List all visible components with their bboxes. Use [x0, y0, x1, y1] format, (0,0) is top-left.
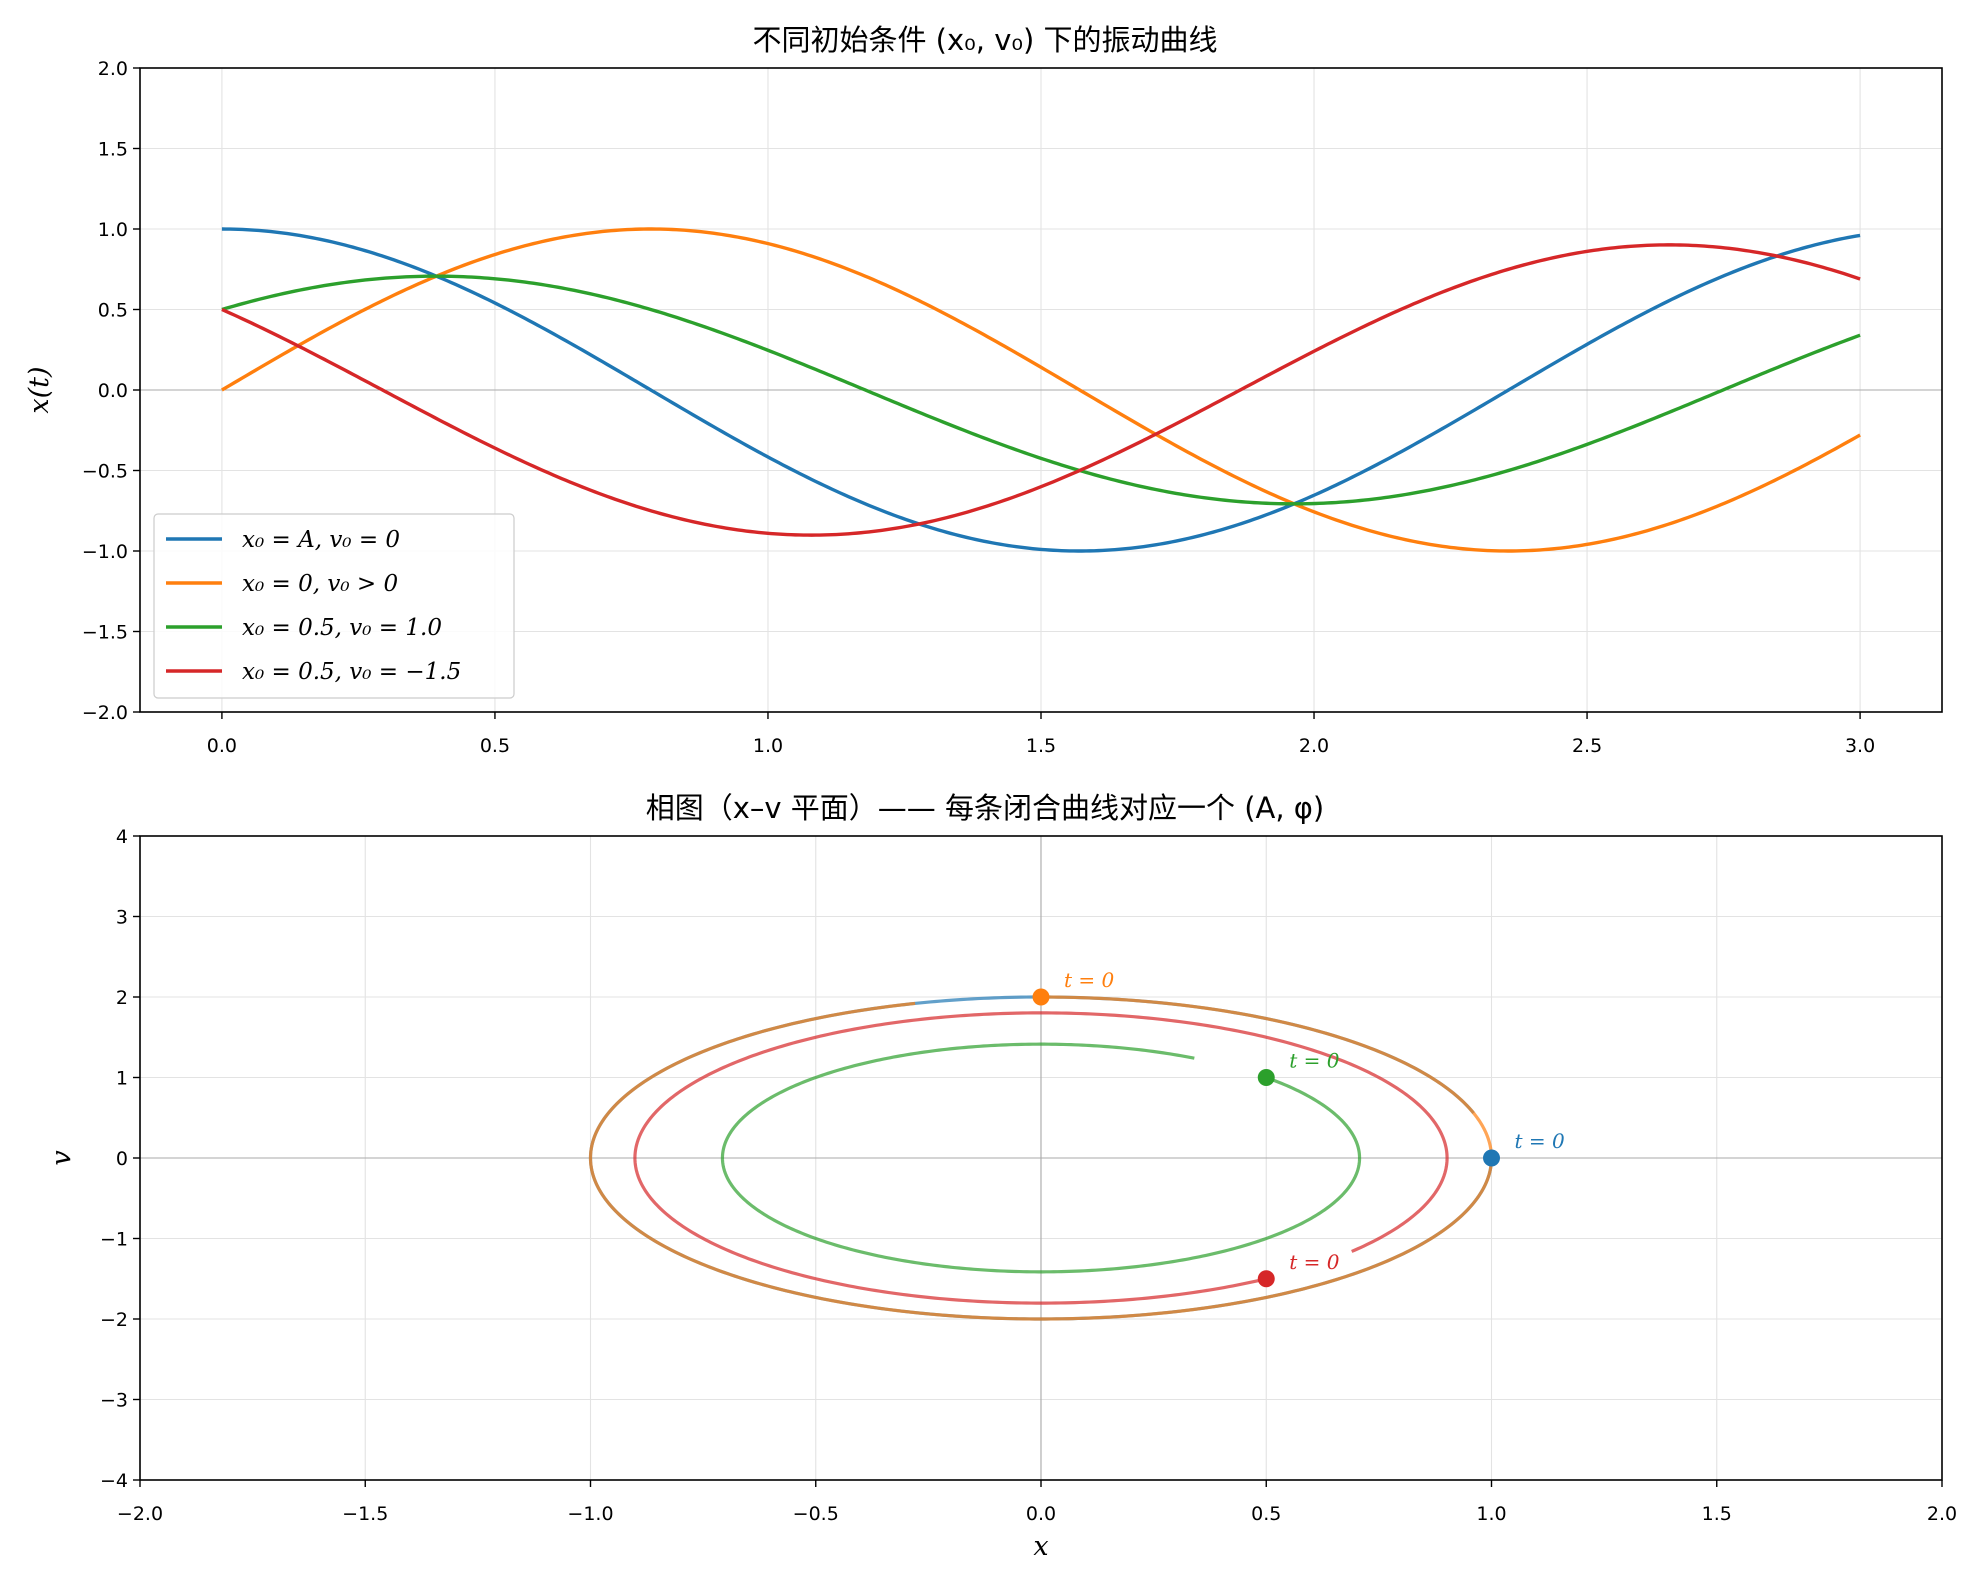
y-tick-label: −2.0	[82, 702, 128, 724]
x-tick-label: 3.0	[1845, 735, 1875, 757]
x-tick-label: 0.0	[207, 735, 237, 757]
phase-portrait-panel: 相图（x–v 平面）—— 每条闭合曲线对应一个 (A, φ) t = 0t = …	[46, 791, 1957, 1562]
y-tick-label: 2.0	[98, 58, 128, 80]
y-tick-label: −1	[100, 1229, 128, 1251]
x-tick-label: 1.0	[753, 735, 783, 757]
series-line-1	[221, 227, 1861, 553]
start-label-2: t = 0	[1064, 968, 1115, 992]
x-tick-label: 0.5	[480, 735, 510, 757]
y-tick-label: −3	[100, 1390, 128, 1412]
y-tick-label: 4	[116, 826, 128, 848]
start-label-1: t = 0	[1515, 1129, 1566, 1153]
x-tick-label: 0.5	[1251, 1503, 1281, 1525]
series-line-4	[221, 243, 1861, 537]
y-axis-label-1: x(t)	[24, 366, 55, 413]
x-tick-label: 2.5	[1572, 735, 1602, 757]
y-tick-label: 1.0	[98, 219, 128, 241]
legend-label-3: x₀ = 0.5, v₀ = 1.0	[242, 615, 442, 641]
ticks-1: 0.0 0.5 1.0 1.5 2.0 2.5 3.0 −2.0 −1.5 −1.0 −0.5 0.0…	[82, 58, 1875, 757]
start-point-4	[1257, 1270, 1275, 1288]
x-tick-label: 2.0	[1299, 735, 1329, 757]
x-tick-label: −1.5	[342, 1503, 388, 1525]
start-label-3: t = 0	[1289, 1049, 1340, 1073]
y-tick-label: −2	[100, 1309, 128, 1331]
y-tick-label: 2	[116, 987, 128, 1009]
legend-label-1: x₀ = A, v₀ = 0	[242, 527, 400, 553]
x-tick-label: 0.0	[1026, 1503, 1056, 1525]
ticks-2: −2.0 −1.5 −1.0 −0.5 0.0 0.5 1.0 1.5 2.0 −4 −3 −2 −1 0…	[100, 826, 1957, 1525]
series-lines-1	[221, 227, 1861, 553]
legend-label-2: x₀ = 0, v₀ > 0	[242, 571, 398, 597]
y-axis-label-2: v	[46, 1150, 77, 1165]
y-tick-label: −1.5	[82, 622, 128, 644]
y-tick-label: −1.0	[82, 541, 128, 563]
phase-curve-3	[720, 1042, 1362, 1274]
y-tick-label: 3	[116, 907, 128, 929]
x-tick-label: 1.5	[1026, 735, 1056, 757]
x-tick-label: 1.0	[1476, 1503, 1506, 1525]
x-tick-label: −1.0	[567, 1503, 613, 1525]
y-tick-label: 0.0	[98, 380, 128, 402]
zero-lines-2	[140, 836, 1942, 1480]
time-series-panel: 不同初始条件 (x₀, v₀) 下的振动曲线 0.0 0.5 1.0 1.5 2.0 2.…	[24, 23, 1943, 757]
legend-box	[153, 513, 515, 699]
y-tick-label: −4	[100, 1470, 128, 1492]
y-tick-label: 0	[116, 1148, 128, 1170]
start-label-4: t = 0	[1289, 1250, 1340, 1274]
start-point-3	[1257, 1069, 1275, 1086]
x-tick-label: −2.0	[117, 1503, 163, 1525]
y-tick-label: −0.5	[82, 461, 128, 483]
start-point-2	[1032, 988, 1050, 1006]
phase-curves	[588, 995, 1494, 1321]
start-point-1	[1483, 1149, 1500, 1167]
x-tick-label: 1.5	[1702, 1503, 1732, 1525]
legend: x₀ = A, v₀ = 0 x₀ = 0, v₀ > 0 x₀ = 0.5, v₀…	[153, 513, 515, 699]
x-tick-label: −0.5	[793, 1503, 839, 1525]
series-line-2	[221, 227, 1861, 553]
legend-label-4: x₀ = 0.5, v₀ = −1.5	[242, 659, 461, 685]
series-line-3	[221, 274, 1861, 506]
x-axis-label-2: x	[1033, 1531, 1048, 1562]
start-points: t = 0 t = 0 t = 0 t = 0	[1032, 968, 1566, 1288]
chart-title-1: 不同初始条件 (x₀, v₀) 下的振动曲线	[752, 23, 1217, 57]
chart-title-2: 相图（x–v 平面）—— 每条闭合曲线对应一个 (A, φ)	[646, 791, 1325, 825]
phase-curve-4	[633, 1011, 1449, 1305]
y-tick-label: 1	[116, 1068, 128, 1090]
x-tick-label: 2.0	[1927, 1503, 1957, 1525]
y-tick-label: 1.5	[98, 139, 128, 161]
y-tick-label: 0.5	[98, 300, 128, 322]
phase-curve-2	[588, 995, 1494, 1321]
